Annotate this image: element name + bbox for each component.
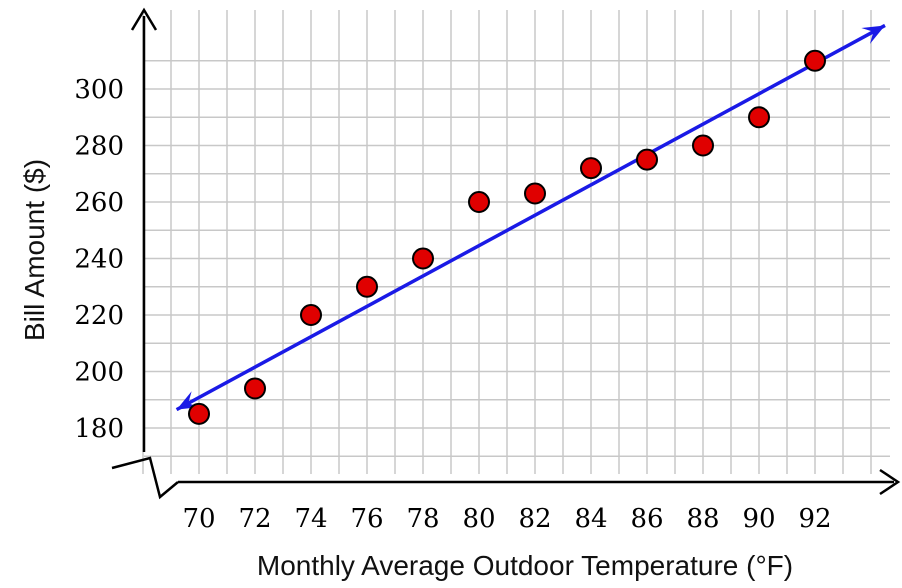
trend-line	[175, 23, 886, 412]
x-tick-label: 88	[686, 504, 719, 534]
data-point	[188, 402, 210, 425]
grid	[142, 10, 890, 474]
x-tick-label: 74	[294, 504, 327, 534]
trend-line-arrow-start	[176, 391, 201, 410]
x-tick-label: 76	[350, 504, 383, 534]
y-tick-label: 240	[74, 245, 124, 275]
data-point	[244, 377, 266, 400]
x-tick-label: 86	[630, 504, 663, 534]
x-axis-title: Monthly Average Outdoor Temperature (°F)	[257, 550, 793, 581]
trend-line-group	[175, 23, 886, 412]
data-points	[188, 49, 826, 425]
x-tick-label: 92	[798, 504, 831, 534]
x-axis-arrowhead	[879, 468, 901, 496]
x-tick-label: 80	[462, 504, 495, 534]
y-tick-label: 180	[74, 414, 124, 444]
data-point	[692, 134, 714, 157]
x-tick-label: 78	[406, 504, 439, 534]
x-tick-label: 90	[742, 504, 775, 534]
axes	[111, 7, 901, 500]
data-point	[636, 148, 658, 171]
y-axis-arrowhead	[130, 7, 158, 31]
y-tick-label: 300	[74, 75, 124, 105]
y-tick-label: 220	[74, 301, 124, 331]
y-tick-labels: 180 200 220 240 260 280 300	[74, 75, 124, 444]
y-tick-label: 260	[74, 188, 124, 218]
x-tick-label: 82	[518, 504, 551, 534]
x-tick-label: 84	[574, 504, 607, 534]
x-tick-label: 70	[182, 504, 215, 534]
x-tick-labels: 70 72 74 76 78 80 82 84 86 88 90 92	[182, 504, 831, 534]
trend-line-arrow-end	[861, 25, 885, 44]
data-point	[300, 304, 322, 326]
y-tick-label: 280	[74, 132, 124, 162]
data-point	[580, 157, 602, 180]
data-point	[356, 275, 378, 298]
x-tick-label: 72	[238, 504, 271, 534]
data-point	[804, 49, 826, 72]
data-point	[412, 247, 434, 270]
data-point	[468, 191, 490, 213]
y-axis-title: Bill Amount ($)	[19, 159, 50, 341]
data-point	[748, 106, 770, 129]
y-tick-label: 200	[74, 358, 124, 388]
data-point	[524, 182, 546, 205]
axis-break-mark	[111, 456, 179, 500]
